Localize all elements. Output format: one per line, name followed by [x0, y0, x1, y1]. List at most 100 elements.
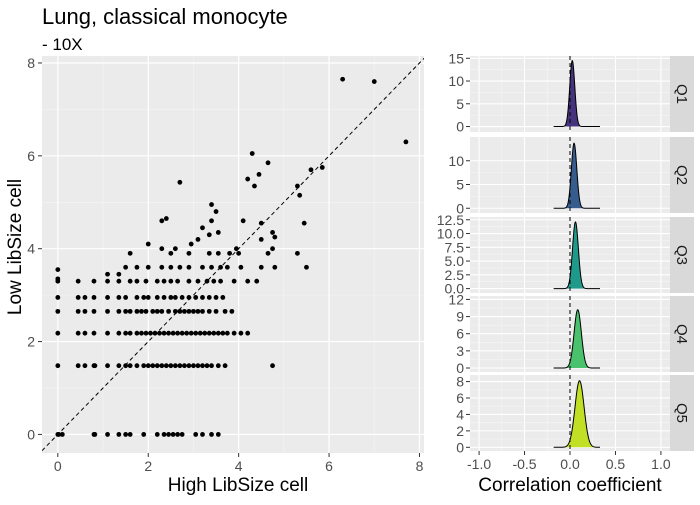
scatter-point [206, 295, 212, 300]
scatter-point [157, 330, 162, 336]
density-y-tick-label: 6 [456, 390, 464, 406]
density-y-tick-label: 0 [456, 360, 464, 376]
scatter-point [195, 278, 201, 284]
scatter-point [270, 230, 275, 235]
facet-strip [670, 56, 694, 132]
scatter-point [222, 363, 228, 369]
scatter-point [75, 295, 81, 300]
scatter-y-tick-label: 6 [27, 148, 35, 164]
scatter-point [238, 264, 244, 270]
scatter-x-tick-label: 0 [54, 458, 62, 474]
scatter-point [258, 264, 264, 270]
scatter-point [123, 308, 129, 314]
scatter-point [308, 167, 314, 173]
density-area [562, 309, 593, 368]
scatter-point [175, 330, 181, 336]
density-y-tick-label: 4 [456, 406, 464, 422]
scatter-point [301, 220, 307, 226]
facet-strip [670, 296, 694, 372]
scatter-point [179, 330, 185, 336]
scatter-point [143, 278, 149, 284]
density-area [562, 143, 586, 209]
scatter-point [265, 160, 271, 166]
scatter-point [186, 308, 192, 314]
scatter-point [200, 264, 205, 270]
scatter-point [206, 330, 212, 336]
facet-strip-label: Q4 [673, 324, 690, 344]
scatter-point [231, 330, 237, 336]
scatter-point [295, 250, 300, 256]
scatter-point [403, 139, 409, 145]
scatter-point [127, 308, 133, 314]
density-y-tick-label: 2 [456, 423, 464, 439]
scatter-point [200, 432, 205, 437]
scatter-point [123, 295, 129, 300]
scatter-point [233, 246, 239, 252]
scatter-point [127, 330, 133, 336]
scatter-point [215, 230, 221, 235]
scatter-point [170, 330, 176, 336]
density-x-tick-label: 0.0 [560, 456, 580, 472]
scatter-point [213, 308, 219, 314]
scatter-y-axis-title: Low LibSize cell [5, 179, 26, 315]
facet-strip-label: Q1 [673, 84, 690, 104]
scatter-point [91, 295, 97, 300]
scatter-point [172, 246, 178, 252]
scatter-point [195, 237, 201, 242]
scatter-point [170, 432, 176, 437]
density-y-tick-label: 10.0 [437, 226, 464, 242]
facet-strip [670, 217, 694, 293]
scatter-point [139, 308, 144, 314]
scatter-point [245, 278, 251, 284]
scatter-point [172, 308, 178, 314]
scatter-point [340, 76, 346, 82]
scatter-point [177, 363, 183, 369]
density-y-tick-label: 3 [456, 343, 464, 359]
scatter-point [200, 295, 205, 300]
scatter-point [186, 295, 192, 300]
scatter-point [105, 278, 110, 284]
scatter-point [200, 363, 205, 369]
scatter-point [224, 330, 230, 336]
scatter-point [116, 432, 122, 437]
scatter-point [116, 295, 122, 300]
scatter-point [92, 432, 98, 437]
density-curve [553, 309, 600, 369]
scatter-point [270, 246, 275, 252]
scatter-point [55, 330, 61, 336]
identity-reference-line [42, 57, 424, 452]
scatter-point [240, 218, 246, 224]
scatter-point [161, 330, 167, 336]
density-y-tick-label: 5.0 [445, 253, 465, 269]
scatter-point [175, 278, 181, 284]
scatter-point [245, 330, 251, 336]
scatter-point [141, 363, 147, 369]
scatter-point [134, 330, 140, 336]
scatter-point [152, 330, 158, 336]
scatter-point [154, 363, 160, 369]
scatter-point [159, 363, 165, 369]
scatter-point [150, 363, 156, 369]
density-panel-q1: 0 5 10 15 Q1 [448, 50, 694, 135]
scatter-point [186, 363, 192, 369]
scatter-point [134, 278, 140, 284]
scatter-point [145, 363, 151, 369]
scatter-point [297, 192, 303, 198]
scatter-point [215, 363, 221, 369]
scatter-point [163, 216, 169, 221]
density-y-tick-label: 7.5 [445, 239, 465, 255]
scatter-point [200, 225, 205, 231]
scatter-point [116, 330, 122, 336]
scatter-point [229, 308, 235, 314]
scatter-point [82, 330, 88, 336]
scatter-point [168, 278, 174, 284]
density-y-tick-label: 12.5 [437, 212, 464, 228]
scatter-point [191, 308, 196, 314]
density-y-tick-label: 0 [456, 119, 464, 135]
scatter-point [123, 363, 129, 369]
scatter-point [270, 363, 275, 369]
density-y-tick-label: 2.5 [445, 267, 465, 283]
scatter-point [141, 295, 147, 300]
scatter-point [56, 432, 62, 437]
